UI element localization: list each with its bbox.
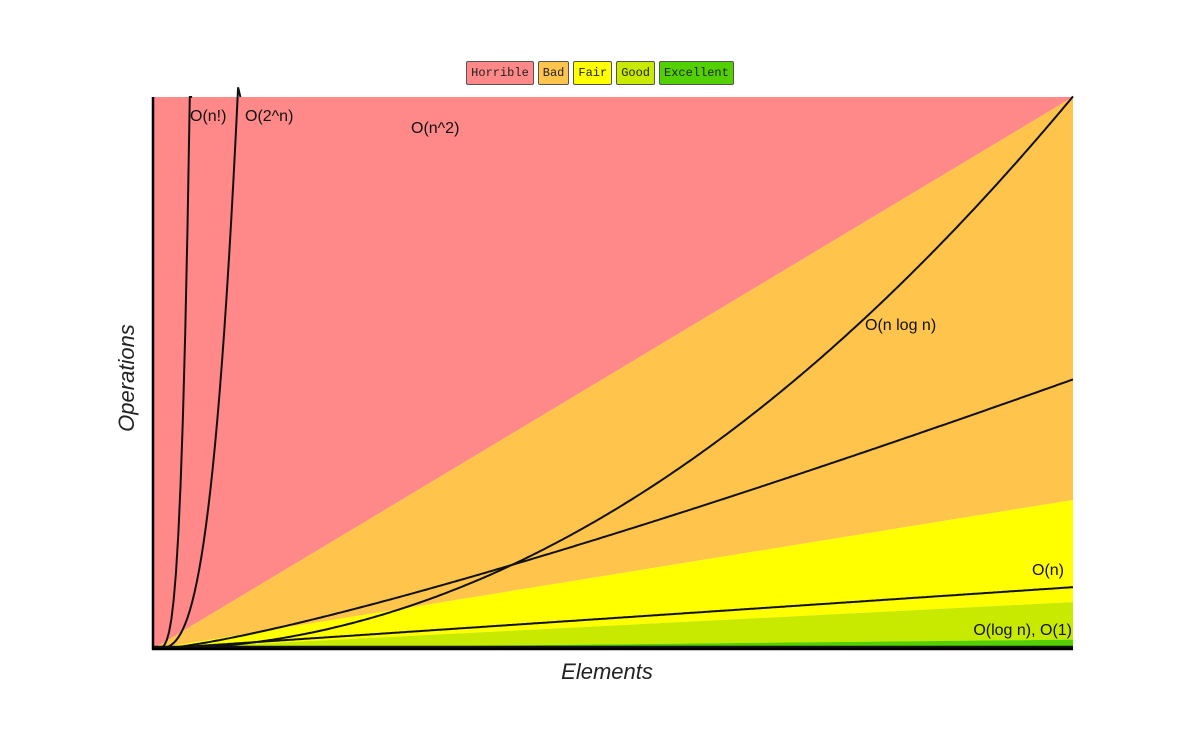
region-fair [153,499,1073,649]
series-label-log: O(log n), O(1) [973,622,1072,639]
legend-item-good: Good [616,61,656,85]
region-good [153,602,1073,649]
series-line-linear [152,586,1074,650]
complexity-regions [153,97,1073,649]
series-label-quadratic: O(n^2) [411,120,459,137]
x-axis-title: Elements [561,659,653,684]
y-axis-title: Operations [114,324,139,432]
legend-item-horrible: Horrible [466,61,534,85]
series-line-quadratic [153,95,1074,650]
legend-item-excellent: Excellent [659,61,734,85]
legend-item-bad: Bad [537,61,570,85]
series-labels: O(n!) O(2^n) O(n^2) O(n log n) O(n) O(log n),… [190,108,1072,639]
region-bad [153,97,1073,649]
series-line-nlogn [153,378,1074,650]
legend: Horrible Bad Fair Good Excellent [0,61,1200,85]
series-label-exponential: O(2^n) [245,108,293,125]
series-label-factorial: O(n!) [190,108,226,125]
series-label-linear: O(n) [1032,562,1064,579]
complexity-curves [152,87,1074,650]
legend-item-fair: Fair [573,61,613,85]
series-label-nlogn: O(n log n) [865,317,936,334]
